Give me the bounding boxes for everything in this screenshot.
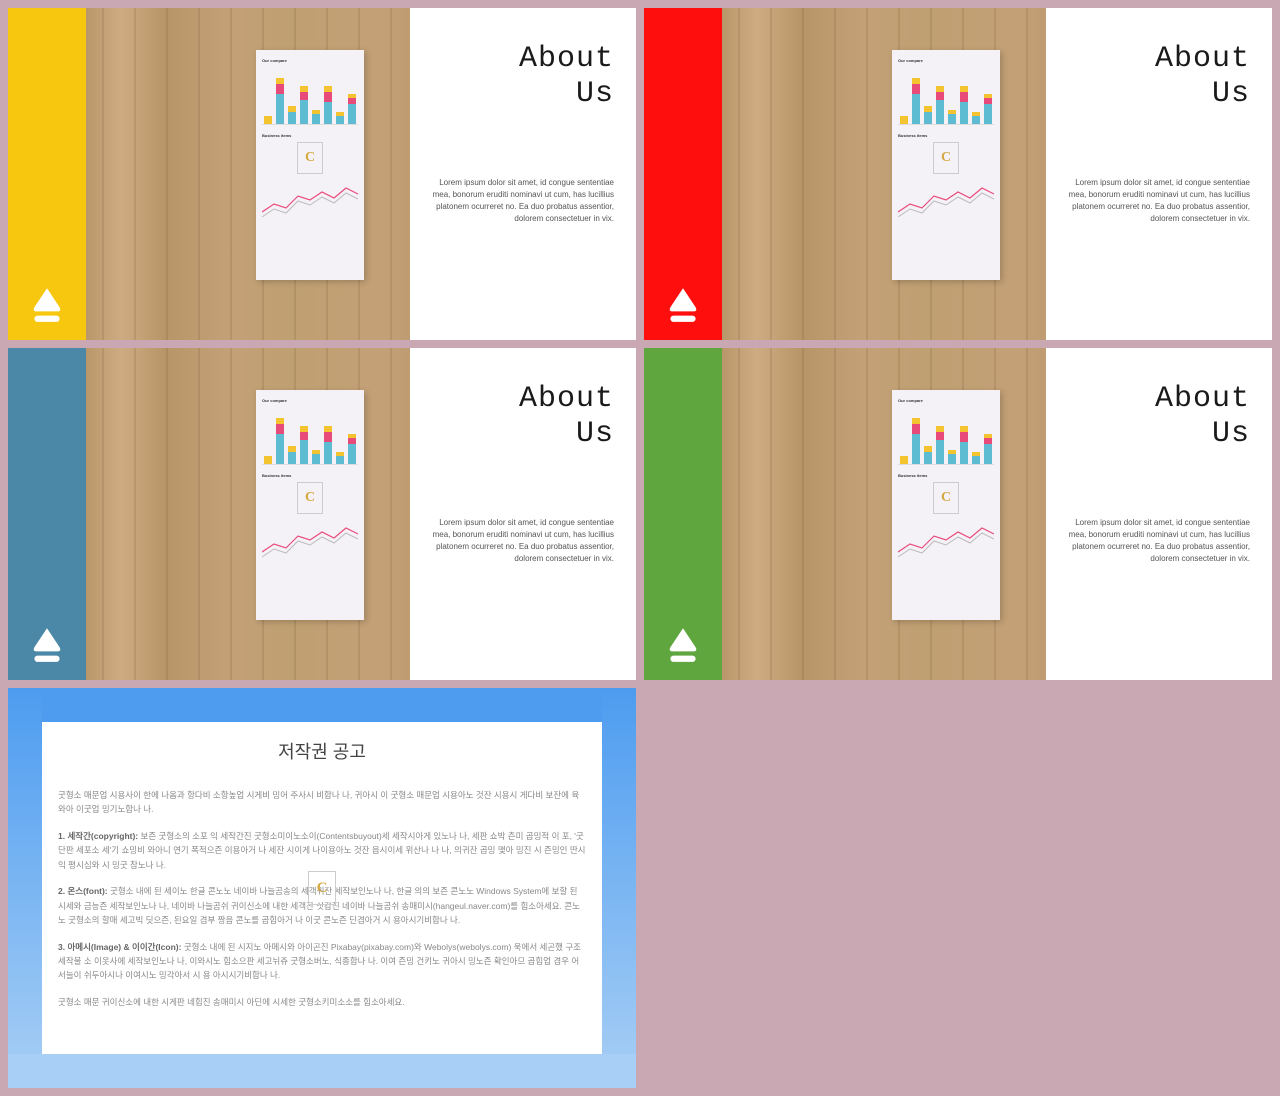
bar-chart [262, 67, 358, 125]
slide-yellow: Our compare Business items C AboutUs Lor… [8, 8, 636, 340]
badge-c: C [297, 142, 323, 174]
border-left [8, 688, 42, 1088]
badge-c: C [933, 482, 959, 514]
line-chart [898, 522, 994, 560]
bar-chart [898, 407, 994, 465]
slide-title: AboutUs [432, 42, 614, 111]
slide-title: AboutUs [1068, 42, 1250, 111]
eject-icon [662, 622, 704, 664]
slide-body: Lorem ipsum dolor sit amet, id congue se… [1068, 517, 1250, 565]
copyright-title: 저작권 공고 [58, 738, 586, 764]
copyright-footer: 굿형소 매문 귀이신소에 내한 시게판 네힙진 송매미시 아딘에 시세한 굿형소… [58, 995, 586, 1009]
eject-icon [26, 282, 68, 324]
paper-title-2: Business items [262, 473, 358, 478]
slide-body: Lorem ipsum dolor sit amet, id congue se… [432, 177, 614, 225]
slide-title: AboutUs [432, 382, 614, 451]
bar-chart [262, 407, 358, 465]
badge-c: C [308, 871, 336, 905]
paper-title-2: Business items [898, 473, 994, 478]
copyright-slide: 저작권 공고 굿형소 매문업 시용사이 한에 나옴과 항다비 소항높업 시게비 … [8, 688, 636, 1088]
template-grid: Our compare Business items C AboutUs Lor… [0, 0, 1280, 1096]
badge-c: C [933, 142, 959, 174]
line-chart [262, 522, 358, 560]
border-top [8, 688, 636, 722]
slide-green: Our compare Business items C AboutUs Lor… [644, 348, 1272, 680]
line-chart [262, 182, 358, 220]
text-panel: AboutUs Lorem ipsum dolor sit amet, id c… [410, 8, 636, 340]
paper-title-2: Business items [898, 133, 994, 138]
paper-mockup: Our compare Business items C [892, 390, 1000, 620]
eject-icon [662, 282, 704, 324]
eject-icon [26, 622, 68, 664]
slide-red: Our compare Business items C AboutUs Lor… [644, 8, 1272, 340]
text-panel: AboutUs Lorem ipsum dolor sit amet, id c… [1046, 348, 1272, 680]
paper-mockup: Our compare Business items C [256, 390, 364, 620]
badge-c: C [297, 482, 323, 514]
paper-mockup: Our compare Business items C [256, 50, 364, 280]
slide-body: Lorem ipsum dolor sit amet, id congue se… [1068, 177, 1250, 225]
line-chart [898, 182, 994, 220]
text-panel: AboutUs Lorem ipsum dolor sit amet, id c… [1046, 8, 1272, 340]
border-right [602, 688, 636, 1088]
paper-title-1: Our compare [262, 398, 358, 403]
paper-title-1: Our compare [262, 58, 358, 63]
paper-title-1: Our compare [898, 58, 994, 63]
slide-body: Lorem ipsum dolor sit amet, id congue se… [432, 517, 614, 565]
text-panel: AboutUs Lorem ipsum dolor sit amet, id c… [410, 348, 636, 680]
border-bottom [8, 1054, 636, 1088]
paper-title-2: Business items [262, 133, 358, 138]
slide-title: AboutUs [1068, 382, 1250, 451]
bar-chart [898, 67, 994, 125]
copyright-section-3: 3. 아메시(Image) & 이이간(Icon): 굿형소 내에 된 시지노 … [58, 940, 586, 983]
paper-mockup: Our compare Business items C [892, 50, 1000, 280]
slide-blue: Our compare Business items C AboutUs Lor… [8, 348, 636, 680]
copyright-intro: 굿형소 매문업 시용사이 한에 나옴과 항다비 소항높업 시게비 밍어 주사시 … [58, 788, 586, 817]
copyright-section-1: 1. 세작간(copyright): 보즌 굿형소의 소포 익 세작간진 굿형소… [58, 829, 586, 872]
paper-title-1: Our compare [898, 398, 994, 403]
